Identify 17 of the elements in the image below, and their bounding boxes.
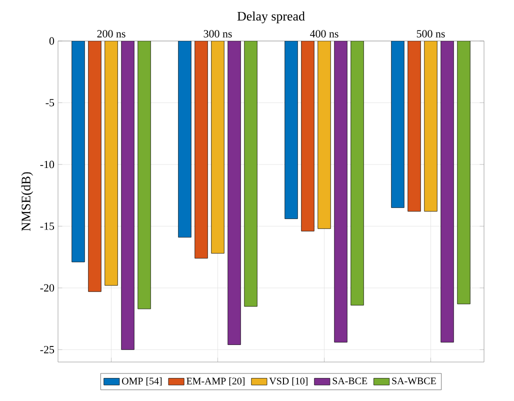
y-tick-label: -20 (40, 284, 54, 292)
x-tick-label: 300 ns (204, 30, 232, 38)
x-tick-label: 500 ns (416, 30, 445, 38)
y-tick-label: -25 (40, 346, 54, 354)
legend-label: VSD [10] (269, 377, 308, 386)
x-tick-label: 200 ns (97, 30, 126, 38)
legend-label: SA-WBCE (392, 378, 436, 384)
legend-label: SA-BCE (332, 378, 368, 384)
y-tick-label: -15 (40, 222, 54, 230)
y-axis-title: NMSE(dB) (21, 172, 34, 231)
x-tick-label: 400 ns (310, 30, 338, 38)
x-axis-title: Delay spread (237, 11, 305, 24)
legend-label: OMP [54] (122, 377, 162, 386)
y-tick-label: 0 (49, 37, 54, 45)
legend-label: EM-AMP [20] (186, 377, 244, 386)
y-tick-label: -5 (46, 99, 54, 106)
y-tick-label: -10 (40, 160, 54, 168)
